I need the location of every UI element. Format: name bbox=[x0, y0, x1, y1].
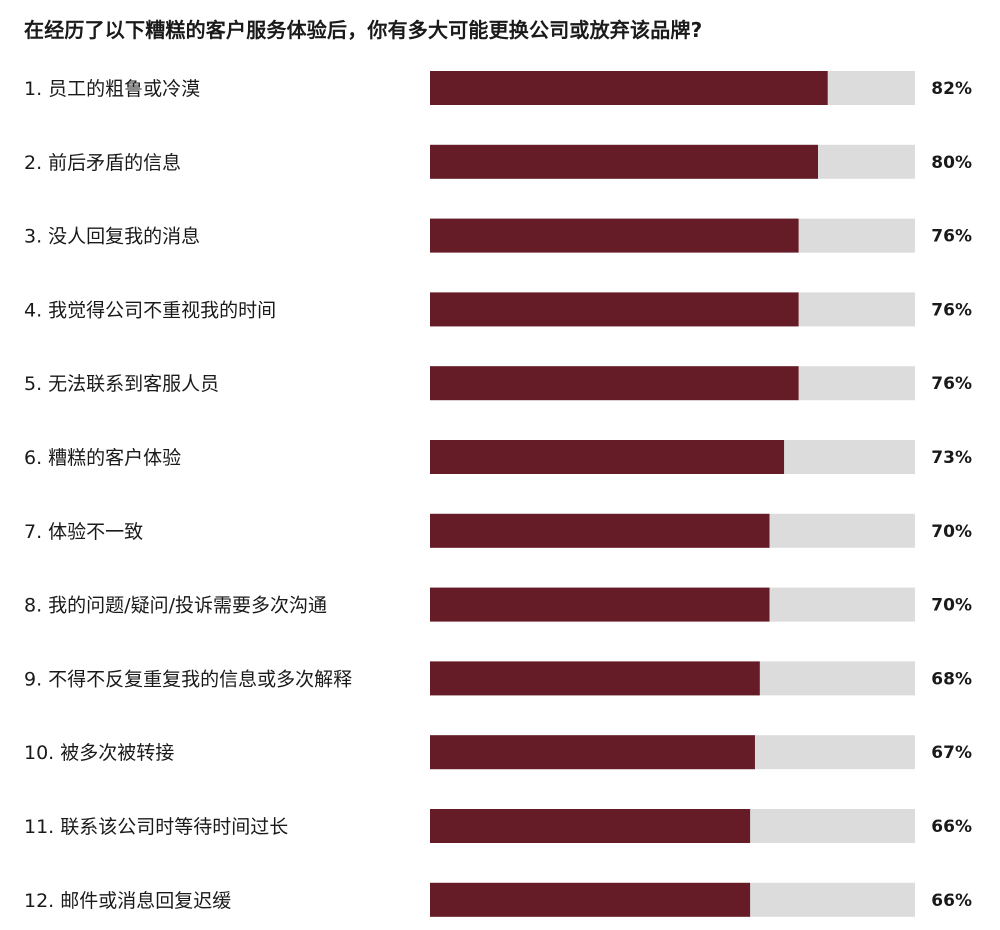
bar bbox=[430, 587, 770, 622]
value-label: 82% bbox=[931, 79, 972, 99]
bar bbox=[430, 440, 785, 474]
bar bbox=[430, 218, 799, 253]
bar bbox=[430, 661, 760, 696]
bar-row: 10. 被多次被转接 67% bbox=[24, 735, 972, 770]
category-label: 5. 无法联系到客服人员 bbox=[24, 373, 219, 395]
category-label: 12. 邮件或消息回复迟缓 bbox=[24, 890, 231, 912]
bar-row: 12. 邮件或消息回复迟缓 66% bbox=[24, 882, 972, 917]
category-label: 9. 不得不反复重复我的信息或多次解释 bbox=[24, 668, 352, 690]
bar-row: 2. 前后矛盾的信息 80% bbox=[24, 144, 972, 179]
category-label: 4. 我觉得公司不重视我的时间 bbox=[24, 299, 276, 321]
value-label: 76% bbox=[931, 300, 972, 320]
value-label: 68% bbox=[931, 669, 972, 689]
bar bbox=[430, 735, 755, 770]
category-label: 6. 糟糕的客户体验 bbox=[24, 447, 181, 469]
value-label: 66% bbox=[931, 891, 972, 911]
value-label: 76% bbox=[931, 374, 972, 394]
bar-row: 4. 我觉得公司不重视我的时间 76% bbox=[24, 292, 972, 327]
category-label: 11. 联系该公司时等待时间过长 bbox=[24, 816, 288, 838]
bar-row: 1. 员工的粗鲁或冷漠 82% bbox=[24, 71, 972, 105]
category-label: 10. 被多次被转接 bbox=[24, 742, 174, 764]
category-label: 2. 前后矛盾的信息 bbox=[24, 152, 181, 174]
value-label: 70% bbox=[931, 522, 972, 542]
category-label: 3. 没人回复我的消息 bbox=[24, 226, 200, 248]
bar-row: 9. 不得不反复重复我的信息或多次解释 68% bbox=[24, 661, 972, 696]
value-label: 76% bbox=[931, 227, 972, 247]
bar bbox=[430, 513, 770, 548]
bar bbox=[430, 809, 751, 843]
bar bbox=[430, 144, 818, 179]
bar-row: 6. 糟糕的客户体验 73% bbox=[24, 440, 972, 474]
category-label: 8. 我的问题/疑问/投诉需要多次沟通 bbox=[24, 595, 327, 617]
bar bbox=[430, 71, 828, 105]
bar-row: 11. 联系该公司时等待时间过长 66% bbox=[24, 809, 972, 843]
bar-row: 3. 没人回复我的消息 76% bbox=[24, 218, 972, 253]
value-label: 67% bbox=[931, 743, 972, 763]
bar-row: 5. 无法联系到客服人员 76% bbox=[24, 366, 972, 401]
value-label: 73% bbox=[931, 448, 972, 468]
value-label: 80% bbox=[931, 153, 972, 173]
bar-row: 7. 体验不一致 70% bbox=[24, 513, 972, 548]
category-label: 1. 员工的粗鲁或冷漠 bbox=[24, 78, 200, 100]
chart-title: 在经历了以下糟糕的客户服务体验后，你有多大可能更换公司或放弃该品牌? bbox=[24, 18, 703, 42]
bar bbox=[430, 292, 799, 327]
bar bbox=[430, 882, 751, 917]
value-label: 70% bbox=[931, 596, 972, 616]
bar-row: 8. 我的问题/疑问/投诉需要多次沟通 70% bbox=[24, 587, 972, 622]
bar bbox=[430, 366, 799, 401]
value-label: 66% bbox=[931, 817, 972, 837]
category-label: 7. 体验不一致 bbox=[24, 521, 143, 543]
